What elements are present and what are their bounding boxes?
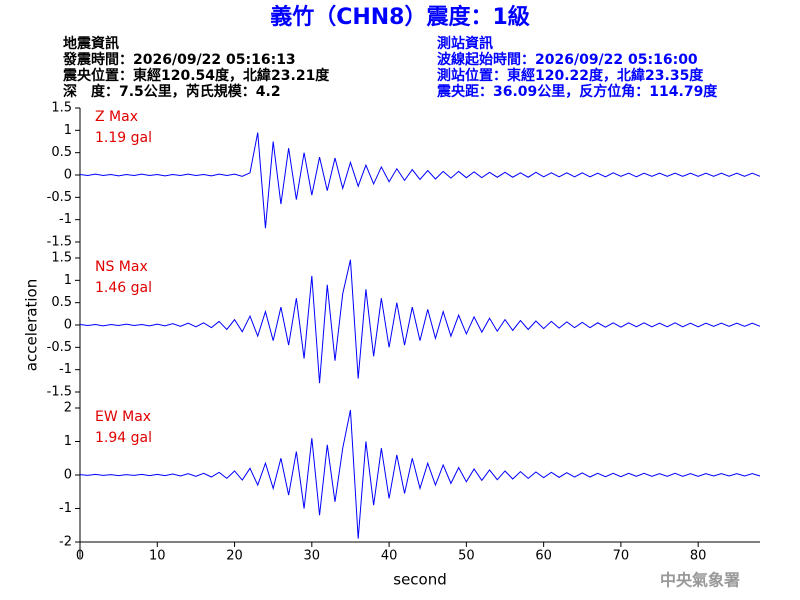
y-tick-label: 0 xyxy=(64,318,72,333)
x-tick-label: 60 xyxy=(535,549,552,564)
chart-title: 義竹（CHN8）震度：1級 xyxy=(270,4,530,30)
x-tick-label: 80 xyxy=(690,549,707,564)
y-tick-label: -1 xyxy=(59,362,72,377)
waveform xyxy=(79,132,761,229)
x-tick-label: 70 xyxy=(613,549,630,564)
info-line: 震央距：36.09公里，反方位角：114.79度 xyxy=(436,83,718,100)
y-tick-label: -0.5 xyxy=(47,340,72,355)
y-tick-label: -1 xyxy=(59,212,72,227)
station-info: 測站資訊 波線起始時間：2026/09/22 05:16:00 測站位置：東經1… xyxy=(436,35,718,100)
annotation: 1.94 gal xyxy=(95,430,152,446)
x-tick-label: 0 xyxy=(76,549,84,564)
y-tick-label: -2 xyxy=(59,535,72,550)
info-line: 地震資訊 xyxy=(63,35,119,52)
info-line: 測站位置：東經120.22度，北緯23.35度 xyxy=(437,67,704,84)
y-tick-label: -1.5 xyxy=(47,385,72,400)
x-axis-label: second xyxy=(393,571,447,589)
y-tick-label: 1.5 xyxy=(51,251,72,266)
event-info: 地震資訊 發震時間：2026/09/22 05:16:13 震央位置：東經120… xyxy=(62,35,330,100)
x-tick-label: 20 xyxy=(226,549,243,564)
annotation: NS Max xyxy=(95,259,148,275)
annotation: 1.19 gal xyxy=(95,130,152,146)
info-line: 震央位置：東經120.54度，北緯23.21度 xyxy=(62,67,330,84)
x-tick-label: 40 xyxy=(381,549,398,564)
x-tick-label: 50 xyxy=(458,549,475,564)
info-line: 發震時間：2026/09/22 05:16:13 xyxy=(62,51,296,68)
y-tick-label: -1.5 xyxy=(47,235,72,250)
credit: 中央氣象署 xyxy=(660,571,740,590)
annotation: 1.46 gal xyxy=(95,280,152,296)
y-tick-label: 2 xyxy=(64,401,72,416)
y-tick-label: 0.5 xyxy=(51,145,72,160)
y-tick-label: 1 xyxy=(64,273,72,288)
y-tick-label: 1 xyxy=(64,434,72,449)
info-line: 測站資訊 xyxy=(437,35,493,52)
y-axis-label: acceleration xyxy=(23,279,41,371)
annotation: EW Max xyxy=(95,409,151,425)
y-tick-label: 0 xyxy=(64,468,72,483)
annotation: Z Max xyxy=(95,109,138,125)
waveform xyxy=(79,409,761,539)
waveform xyxy=(79,259,761,384)
y-tick-label: -0.5 xyxy=(47,190,72,205)
x-tick-label: 30 xyxy=(304,549,321,564)
x-tick-label: 10 xyxy=(149,549,166,564)
y-tick-label: 0.5 xyxy=(51,295,72,310)
y-tick-label: -1 xyxy=(59,501,72,516)
y-tick-label: 0 xyxy=(64,168,72,183)
info-line: 深 度：7.5公里，芮氏規模：4.2 xyxy=(63,83,281,100)
info-line: 波線起始時間：2026/09/22 05:16:00 xyxy=(437,51,698,68)
y-tick-label: 1 xyxy=(64,123,72,138)
y-tick-label: 1.5 xyxy=(51,101,72,116)
